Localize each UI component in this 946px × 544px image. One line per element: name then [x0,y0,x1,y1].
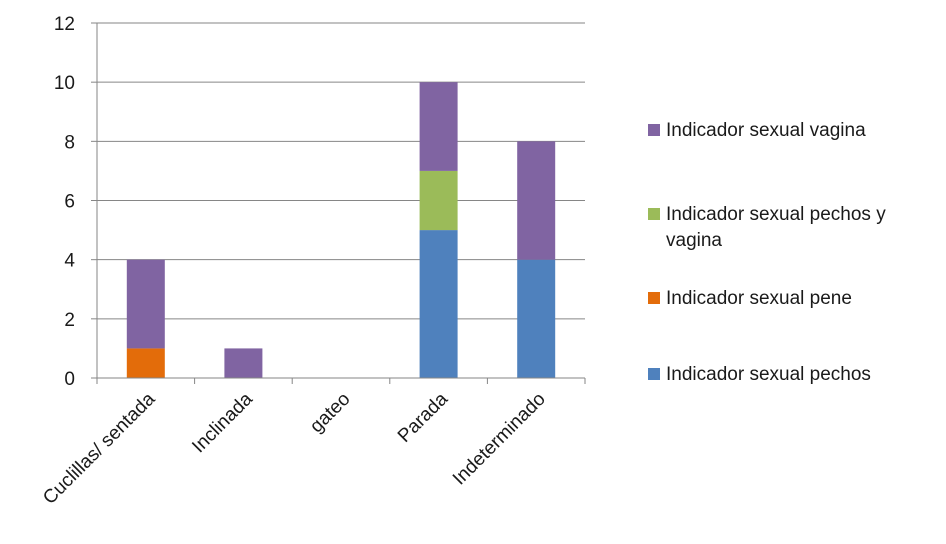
legend-item: Indicador sexual vagina [648,118,941,144]
legend-item: Indicador sexual pechos y vagina [648,202,941,254]
y-tick-label: 6 [64,192,75,213]
y-tick-label: 2 [64,310,75,331]
y-tick-label: 4 [64,251,75,272]
y-tick-label: 0 [64,369,75,390]
y-tick-label: 10 [54,73,75,94]
gridlines [97,22,585,320]
legend-swatch [648,368,660,380]
bar-segment [126,259,165,349]
legend-swatch [648,292,660,304]
bar-segment [224,348,263,378]
y-tick-label: 12 [54,14,75,35]
bar-segment [517,141,556,260]
bar-segment [419,230,458,378]
y-tick-labels: 0 2 4 6 8 10 12 [54,14,97,390]
legend-swatch [648,208,660,220]
legend-label: Indicador sexual vagina [666,120,866,141]
legend-swatch [648,124,660,136]
bar-segment [419,82,458,171]
legend-label: Indicador sexual pechos [666,364,871,385]
x-tick-label: gateo [306,389,354,437]
legend-label: Indicador sexual pene [666,288,852,309]
x-tick-label: Indeterminado [449,389,550,490]
y-tick-label: 8 [64,132,75,153]
bar-segment [419,170,458,231]
bars [126,82,556,378]
x-tick-labels: Cuclillas/ sentada Inclinada gateo ParadaIn… [39,378,586,509]
legend-item: Indicador sexual pechos [648,362,941,388]
bar-segment [126,348,165,378]
legend-label: Indicador sexual pechos y vagina [666,204,886,251]
x-tick-label: Cuclillas/ sentada [39,388,159,508]
bar-segment [517,259,556,378]
x-tick-label: Parada [394,388,452,446]
x-tick-label: Inclinada [188,388,257,457]
legend-item: Indicador sexual pene [648,286,941,312]
